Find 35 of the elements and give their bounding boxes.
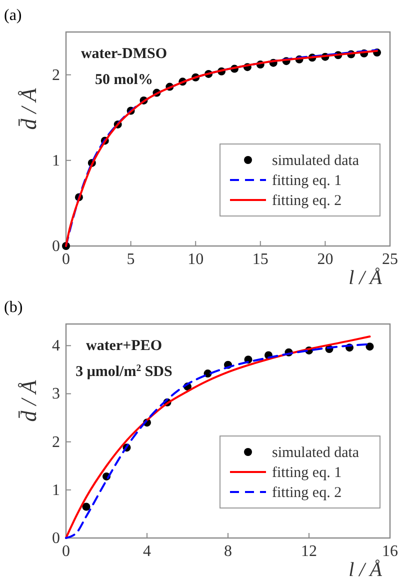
- x-axis-title: l / Å: [348, 267, 383, 289]
- chart-title: (b): [4, 299, 23, 316]
- legend-label: fitting eq. 2: [272, 485, 342, 501]
- chart-title: (a): [4, 7, 22, 24]
- y-tick-label: 3: [52, 386, 60, 403]
- x-tick-label: 4: [143, 543, 151, 560]
- annotation: water-DMSO: [80, 46, 168, 62]
- annotation: 50 mol%: [95, 72, 153, 88]
- y-tick-label: 4: [52, 338, 60, 355]
- legend-label: fitting eq. 1: [272, 173, 342, 189]
- y-tick-label: 1: [52, 482, 60, 499]
- annotation: water+PEO: [86, 338, 162, 354]
- x-tick-label: 15: [252, 251, 268, 268]
- y-tick-label: 2: [52, 66, 60, 84]
- y-tick-label: 1: [52, 152, 60, 170]
- x-tick-label: 8: [224, 543, 232, 560]
- x-tick-label: 12: [301, 543, 317, 560]
- y-tick-label: 0: [52, 238, 60, 255]
- x-tick-label: 16: [382, 543, 398, 560]
- y-axis-title: d̄ / Å: [16, 380, 41, 422]
- y-tick-label: 2: [52, 434, 60, 451]
- legend-label: fitting eq. 1: [272, 465, 342, 481]
- y-tick-label: 0: [52, 530, 60, 547]
- legend-label: simulated data: [272, 445, 360, 461]
- point: [82, 502, 90, 511]
- x-tick-label: 5: [126, 251, 135, 268]
- annotation: 3 μmol/m$^{2}$ SDS: [76, 362, 172, 380]
- x-axis-title: l / Å: [348, 559, 383, 581]
- y-axis-title: d̄ / Å: [16, 88, 41, 130]
- legend-label: simulated data: [272, 153, 360, 169]
- point: [366, 342, 374, 351]
- legend-label: fitting eq. 2: [272, 193, 342, 209]
- x-tick-label: 10: [188, 251, 204, 268]
- x-tick-label: 25: [382, 251, 398, 268]
- x-tick-label: 20: [317, 251, 334, 268]
